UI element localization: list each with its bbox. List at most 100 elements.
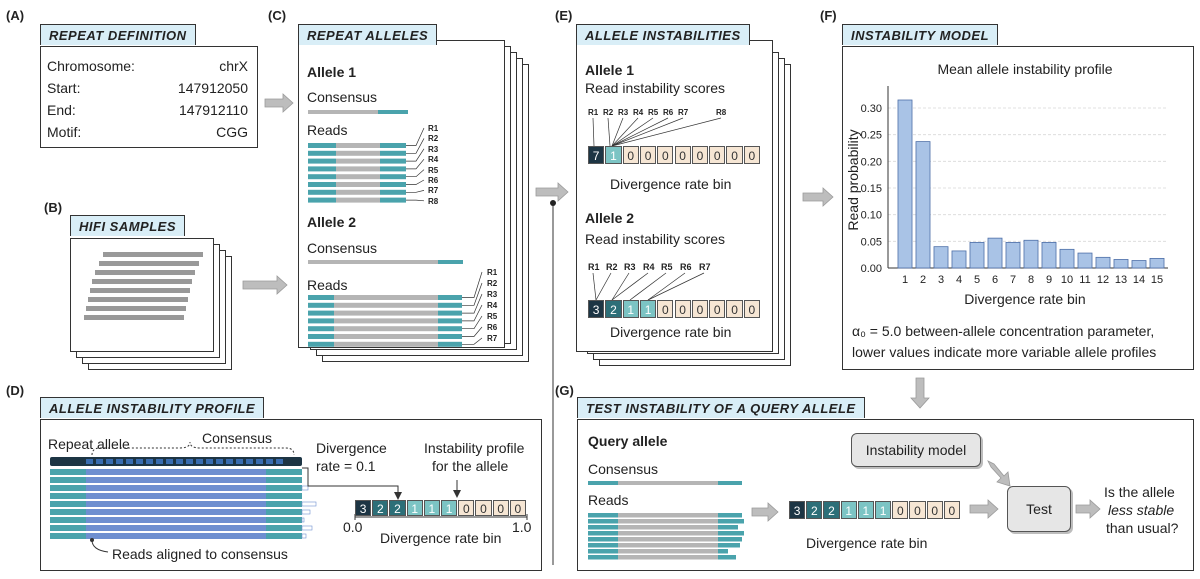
consensus-bar (308, 110, 378, 114)
e-allele1: Allele 1 (585, 62, 635, 78)
aligned-read (266, 485, 302, 491)
read-bar (308, 318, 334, 324)
d-profile-cell: 0 (475, 500, 492, 516)
repeat-unit (206, 459, 213, 464)
repeat-unit (186, 459, 193, 464)
c-allele1-read-label: R4 (428, 155, 439, 165)
repeat-unit (266, 459, 273, 464)
read-bar (438, 326, 462, 332)
c-allele1-read-label: R7 (428, 186, 439, 196)
aligned-read (86, 493, 266, 499)
e-allele2: Allele 2 (585, 210, 635, 226)
e-allele1-read-label: R2 (603, 108, 614, 117)
e-allele2-cell: 2 (605, 300, 622, 318)
bar (951, 250, 967, 269)
consensus-brace (91, 441, 295, 456)
e-allele2-read-label: R6 (680, 262, 692, 272)
e-allele1-cell: 0 (622, 146, 639, 164)
d-axis-min: 0.0 (343, 519, 363, 535)
c-allele1-read-label: R6 (428, 176, 439, 185)
panel-f-label: (F) (820, 8, 837, 23)
e-allele1-read-label: R7 (678, 108, 689, 117)
x-tick-label: 7 (1010, 274, 1016, 286)
c-allele2-read-label: R3 (487, 290, 498, 299)
g-consensus: Consensus (588, 461, 659, 477)
start-value: 147912050 (177, 80, 248, 96)
repeat-unit (136, 459, 143, 464)
c-allele1-read-label: R8 (428, 196, 439, 206)
bar (1041, 241, 1057, 269)
g-read-bar (718, 531, 744, 536)
read-bar (438, 334, 462, 339)
read-bar (334, 326, 438, 332)
d-profile-cell: 2 (372, 500, 389, 516)
arrow-b-to-c (242, 275, 288, 295)
d-profile-cell: 1 (406, 500, 423, 516)
read-bar (334, 334, 438, 339)
e-allele1-cell: 0 (639, 146, 657, 164)
d-profile-cell: 2 (389, 500, 406, 516)
g-consensus-bar (618, 481, 718, 485)
e-allele2-cell: 0 (743, 300, 760, 318)
read-bar (308, 143, 336, 148)
y-tick-label: 0.10 (861, 210, 882, 222)
bar (1023, 239, 1039, 269)
read-bar (334, 318, 438, 324)
end-key: End: (47, 102, 76, 118)
y-tick-label: 0.00 (861, 263, 882, 275)
read-bar (380, 150, 406, 156)
read-bar (308, 182, 336, 187)
read-bar (308, 174, 336, 180)
arrow-c-to-e (535, 182, 569, 202)
e-allele2-read-label: R7 (699, 262, 711, 272)
g-read-bar (618, 513, 718, 518)
e-allele2-cell: 1 (622, 300, 639, 318)
e-allele2-cell: 0 (691, 300, 709, 318)
y-tick-label: 0.25 (861, 130, 882, 142)
e-pointer (595, 272, 612, 301)
g-profile-cell: 2 (823, 501, 840, 519)
read-pointer (406, 190, 425, 193)
read-bar (334, 341, 438, 347)
y-tick-label: 0.15 (861, 183, 882, 195)
consensus-bar (308, 260, 438, 264)
read-bar (308, 334, 334, 339)
g-arrow-model-to-test (987, 460, 1011, 487)
aligned-read (50, 485, 86, 491)
read-pointer (406, 169, 425, 178)
read-bar (380, 166, 406, 172)
d-profile2: for the allele (432, 458, 509, 474)
profile-arrowhead (453, 490, 461, 498)
reads-pointer-dot (90, 538, 94, 542)
aligned-read (266, 469, 302, 475)
repeat-unit (216, 459, 223, 464)
panel-a-box (40, 46, 258, 148)
g-read-bar (718, 513, 742, 518)
g-profile-cell: 0 (943, 501, 960, 519)
c-allele1: Allele 1 (307, 64, 357, 80)
repeat-unit (176, 459, 183, 464)
e-allele1-read-label: R5 (648, 108, 659, 117)
consensus-bar (438, 260, 463, 264)
g-profile-cell: 0 (926, 501, 943, 519)
g-reads: Reads (588, 492, 629, 508)
read-bar (336, 174, 380, 180)
g-profile-cell: 2 (806, 501, 823, 519)
e-pointer (592, 117, 595, 147)
e-allele1-cell: 0 (657, 146, 674, 164)
e-allele2-read-label: R2 (606, 262, 618, 272)
e-allele2-cell: 0 (657, 300, 674, 318)
e-allele1-cell: 0 (709, 146, 726, 164)
arrow-f-to-g (910, 377, 930, 409)
e-pointer (611, 117, 624, 147)
read-bar (380, 182, 406, 187)
g-consensus-bar (588, 481, 618, 485)
d-axis-label: Divergence rate bin (380, 530, 502, 546)
e-allele1-cell: 0 (674, 146, 691, 164)
c-allele1-read-label: R1 (428, 124, 439, 133)
g-profile-cell: 1 (840, 501, 857, 519)
g-question2: less stable (1108, 502, 1175, 518)
x-tick-label: 5 (974, 274, 980, 286)
